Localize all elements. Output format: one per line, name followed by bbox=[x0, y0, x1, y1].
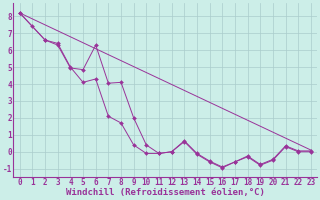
X-axis label: Windchill (Refroidissement éolien,°C): Windchill (Refroidissement éolien,°C) bbox=[66, 188, 265, 197]
